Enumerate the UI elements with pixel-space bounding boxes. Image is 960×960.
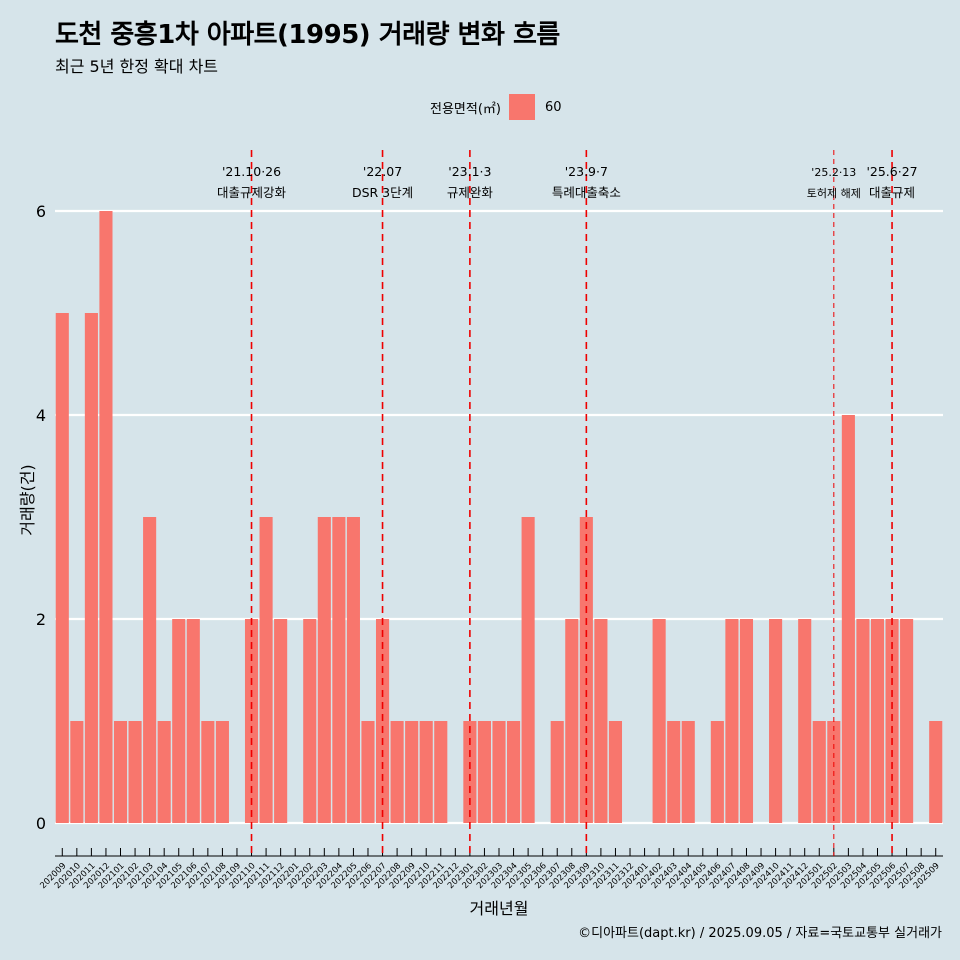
bar bbox=[565, 619, 579, 823]
bar bbox=[317, 517, 331, 823]
annotation-date: '23.9·7 bbox=[565, 164, 608, 179]
bar bbox=[652, 619, 666, 823]
bar bbox=[157, 721, 171, 823]
annotation-date: '21.10·26 bbox=[222, 164, 281, 179]
annotation-label: DSR 3단계 bbox=[352, 185, 413, 200]
annotation-date: '23.1·3 bbox=[448, 164, 491, 179]
y-tick-label: 0 bbox=[36, 814, 46, 833]
bar bbox=[346, 517, 360, 823]
annotation-label: 규제완화 bbox=[447, 185, 494, 200]
bar bbox=[419, 721, 433, 823]
bar bbox=[405, 721, 419, 823]
bar bbox=[739, 619, 754, 823]
bar bbox=[710, 721, 724, 823]
bar bbox=[900, 619, 914, 823]
bar bbox=[70, 721, 84, 823]
bar bbox=[186, 619, 200, 823]
legend: 전용면적(㎡) 60 bbox=[430, 93, 562, 121]
bar bbox=[841, 415, 855, 823]
bar bbox=[463, 721, 477, 823]
annotation-date: '25.2·13 bbox=[811, 166, 856, 179]
y-axis-title: 거래량(건) bbox=[18, 464, 37, 535]
bar bbox=[608, 721, 623, 823]
bar bbox=[55, 313, 69, 823]
legend-swatch bbox=[508, 94, 535, 120]
bar bbox=[812, 721, 826, 823]
bar bbox=[667, 721, 681, 823]
bar bbox=[215, 721, 229, 823]
legend-label: 60 bbox=[544, 99, 562, 115]
bar bbox=[361, 721, 375, 823]
bar bbox=[507, 721, 521, 823]
bar bbox=[434, 721, 448, 823]
annotation-label: 특례대출축소 bbox=[552, 185, 621, 200]
bar bbox=[929, 721, 943, 823]
bar bbox=[172, 619, 186, 823]
bar bbox=[259, 517, 273, 823]
annotation-label: 토허제 해제 bbox=[807, 186, 861, 200]
bar bbox=[274, 619, 288, 823]
caption: ©디아파트(dapt.kr) / 2025.09.05 / 자료=국토교통부 실… bbox=[578, 926, 942, 941]
bar bbox=[128, 721, 142, 823]
bar bbox=[201, 721, 215, 823]
bar bbox=[798, 619, 812, 823]
x-axis-title: 거래년월 bbox=[470, 899, 529, 918]
bar bbox=[725, 619, 739, 823]
bar bbox=[143, 517, 157, 823]
bar bbox=[550, 721, 564, 823]
y-tick-label: 6 bbox=[36, 202, 46, 221]
bar bbox=[332, 517, 346, 823]
bar bbox=[477, 721, 491, 823]
bar bbox=[99, 211, 113, 823]
annotation-label: 대출규제 bbox=[869, 185, 915, 200]
bar bbox=[856, 619, 870, 823]
annotation-label: 대출규제강화 bbox=[217, 185, 287, 200]
bar bbox=[84, 313, 98, 823]
annotation-date: '22.07 bbox=[363, 164, 402, 179]
y-tick-label: 4 bbox=[36, 406, 46, 425]
bar bbox=[681, 721, 695, 823]
bar bbox=[390, 721, 404, 823]
chart-subtitle: 최근 5년 한정 확대 차트 bbox=[55, 57, 219, 76]
bar bbox=[521, 517, 535, 823]
bar bbox=[113, 721, 128, 823]
bar bbox=[303, 619, 317, 823]
bar bbox=[492, 721, 506, 823]
y-tick-label: 2 bbox=[36, 610, 46, 629]
chart-title: 도천 중흥1차 아파트(1995) 거래량 변화 흐름 bbox=[55, 20, 560, 50]
annotation-date: '25.6·27 bbox=[866, 164, 917, 179]
bar bbox=[769, 619, 783, 823]
legend-title: 전용면적(㎡) bbox=[430, 101, 501, 117]
bar bbox=[870, 619, 885, 823]
bar bbox=[594, 619, 608, 823]
